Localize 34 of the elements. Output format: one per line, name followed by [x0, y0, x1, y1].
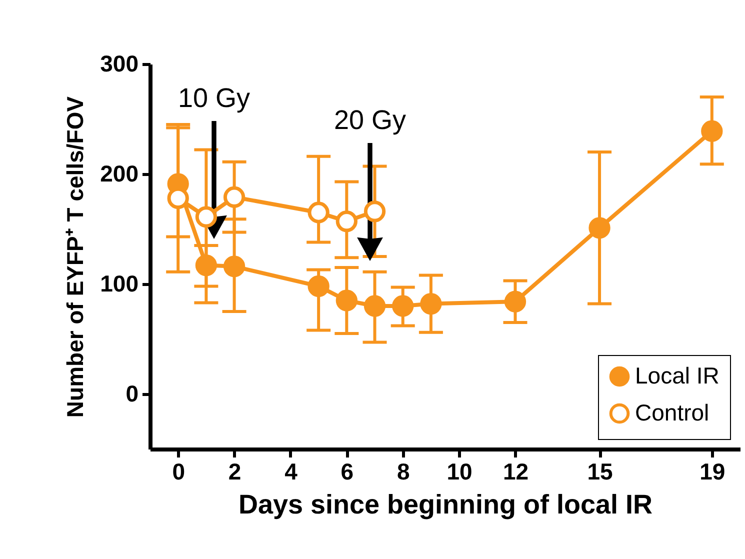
legend-label: Control — [635, 400, 710, 426]
point — [588, 217, 610, 239]
point — [336, 290, 358, 312]
point — [364, 200, 386, 222]
x-tick-label: 2 — [228, 458, 242, 484]
point — [420, 292, 442, 315]
x-tick-label: 10 — [446, 458, 472, 484]
x-tick-label: 19 — [700, 458, 726, 484]
y-tick-label: 100 — [100, 270, 138, 296]
y-axis-title: Number of EYFP⁺ T cells/FOV — [62, 96, 88, 418]
legend-label: Local IR — [635, 362, 720, 388]
point — [195, 254, 218, 276]
x-tick-label: 15 — [587, 458, 614, 484]
x-tick-label: 8 — [396, 458, 410, 484]
point — [392, 295, 414, 317]
point — [223, 256, 246, 278]
point — [336, 210, 358, 232]
x-tick-label: 4 — [284, 458, 298, 484]
x-tick-label: 6 — [340, 458, 354, 484]
y-tick-label: 300 — [100, 50, 138, 76]
point — [701, 120, 723, 142]
point — [223, 186, 246, 208]
point — [195, 206, 218, 228]
y-tick-label: 0 — [126, 380, 138, 406]
point — [308, 275, 330, 298]
point — [308, 202, 330, 224]
x-tick-label: 12 — [502, 458, 529, 484]
annotation: 10 Gy — [178, 83, 251, 113]
point — [504, 290, 526, 312]
annotation: 20 Gy — [334, 105, 407, 135]
x-axis-title: Days since beginning of local IR — [238, 490, 653, 520]
y-tick-label: 200 — [100, 160, 138, 186]
x-tick-label: 0 — [172, 458, 185, 484]
point — [364, 295, 386, 317]
